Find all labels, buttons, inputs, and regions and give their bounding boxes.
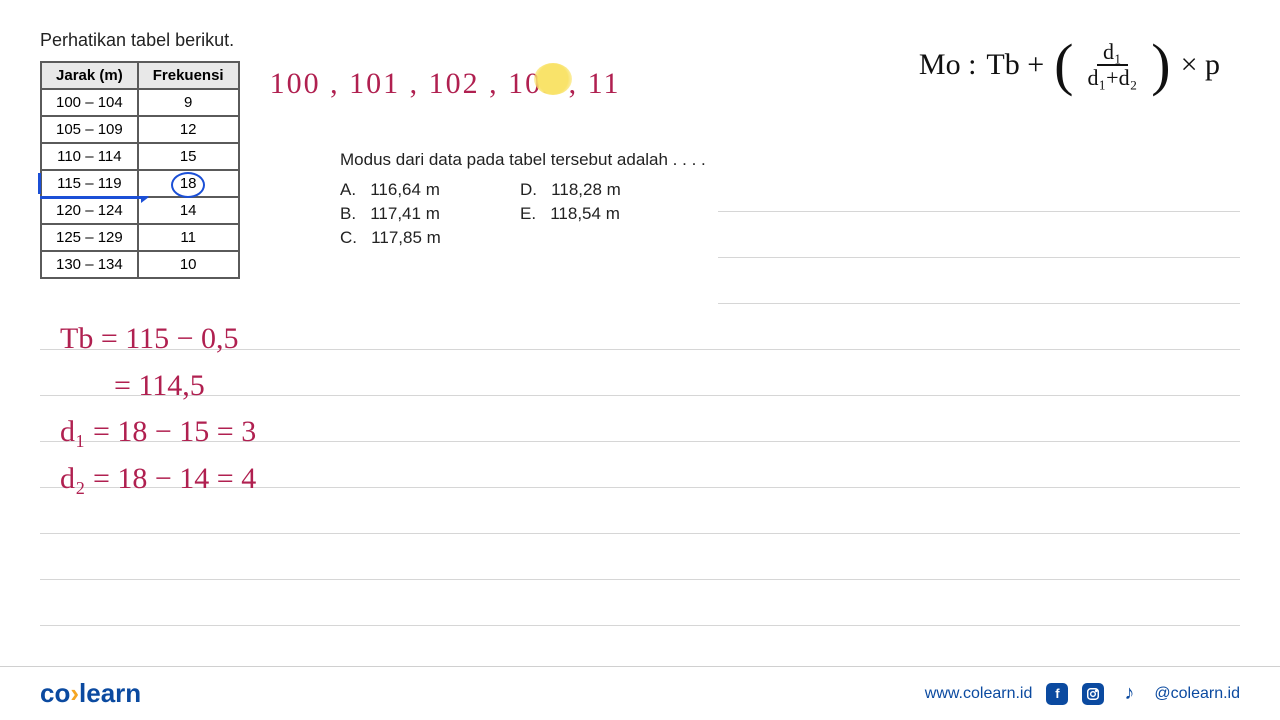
cell: 10 bbox=[138, 251, 239, 278]
instagram-icon bbox=[1082, 683, 1104, 705]
facebook-icon: f bbox=[1046, 683, 1068, 705]
paren-close-icon: ) bbox=[1151, 42, 1170, 88]
footer-handle: @colearn.id bbox=[1154, 685, 1240, 703]
table-row-highlighted: 115 – 119 18 bbox=[41, 170, 239, 197]
cell: 18 bbox=[138, 170, 239, 197]
ruled-line bbox=[718, 212, 1240, 258]
ruled-line bbox=[40, 534, 1240, 580]
mode-formula: Mo : Tb + ( d₁ d₁+d₂ ) × p bbox=[919, 40, 1220, 90]
question-block: Modus dari data pada tabel tersebut adal… bbox=[340, 150, 706, 248]
table-header-jarak: Jarak (m) bbox=[41, 62, 138, 89]
ruled-lines-right bbox=[718, 166, 1240, 304]
table-row: 100 – 104 9 bbox=[41, 89, 239, 116]
option-d: D. 118,28 m bbox=[520, 180, 700, 200]
tiktok-icon: ♪ bbox=[1118, 683, 1140, 705]
option-a: A. 116,64 m bbox=[340, 180, 520, 200]
option-c: C. 117,85 m bbox=[340, 228, 520, 248]
table-row: 105 – 109 12 bbox=[41, 116, 239, 143]
cell: 115 – 119 bbox=[41, 170, 138, 197]
cell: 130 – 134 bbox=[41, 251, 138, 278]
work-line-3: d₁ = 18 − 15 = 3 bbox=[60, 409, 256, 456]
cell: 125 – 129 bbox=[41, 224, 138, 251]
row-left-bar-icon bbox=[38, 173, 41, 194]
colearn-logo: co›learn bbox=[40, 678, 141, 709]
ruled-line bbox=[40, 580, 1240, 626]
row-underline-icon bbox=[40, 196, 143, 199]
table-header-frekuensi: Frekuensi bbox=[138, 62, 239, 89]
option-b-text: 117,41 m bbox=[370, 204, 440, 223]
ruled-line bbox=[718, 258, 1240, 304]
cell: 9 bbox=[138, 89, 239, 116]
cell: 105 – 109 bbox=[41, 116, 138, 143]
footer-url: www.colearn.id bbox=[925, 685, 1033, 703]
formula-numerator: d₁ bbox=[1097, 40, 1128, 66]
paren-open-icon: ( bbox=[1054, 42, 1073, 88]
cell: 120 – 124 bbox=[41, 197, 138, 224]
option-a-text: 116,64 m bbox=[370, 180, 440, 199]
cell: 15 bbox=[138, 143, 239, 170]
cell: 110 – 114 bbox=[41, 143, 138, 170]
logo-dot-icon: › bbox=[70, 678, 79, 708]
table-row: 130 – 134 10 bbox=[41, 251, 239, 278]
option-b: B. 117,41 m bbox=[340, 204, 520, 224]
work-line-2: = 114,5 bbox=[60, 363, 256, 410]
cell: 14 bbox=[138, 197, 239, 224]
formula-tb: Tb + bbox=[986, 48, 1044, 82]
logo-learn: learn bbox=[79, 678, 141, 708]
work-line-4: d₂ = 18 − 14 = 4 bbox=[60, 456, 256, 503]
formula-denominator: d₁+d₂ bbox=[1084, 66, 1142, 90]
formula-lhs: Mo : bbox=[919, 48, 977, 82]
handwritten-working: Tb = 115 − 0,5 = 114,5 d₁ = 18 − 15 = 3 … bbox=[60, 316, 256, 502]
formula-fraction: d₁ d₁+d₂ bbox=[1084, 40, 1142, 90]
handwritten-sequence: 100 , 101 , 102 , 103 , 11 bbox=[270, 67, 621, 101]
ruled-line bbox=[718, 166, 1240, 212]
option-e-text: 118,54 m bbox=[550, 204, 620, 223]
question-text: Modus dari data pada tabel tersebut adal… bbox=[340, 150, 706, 170]
option-c-text: 117,85 m bbox=[371, 228, 441, 247]
work-line-1: Tb = 115 − 0,5 bbox=[60, 316, 256, 363]
cell-text: 115 – 119 bbox=[57, 175, 122, 192]
circle-mark-icon bbox=[171, 172, 205, 198]
cell: 100 – 104 bbox=[41, 89, 138, 116]
option-e: E. 118,54 m bbox=[520, 204, 700, 224]
frequency-table: Jarak (m) Frekuensi 100 – 104 9 105 – 10… bbox=[40, 61, 240, 279]
cell: 12 bbox=[138, 116, 239, 143]
footer: co›learn www.colearn.id f ♪ @colearn.id bbox=[0, 666, 1280, 720]
table-row: 110 – 114 15 bbox=[41, 143, 239, 170]
table-row: 125 – 129 11 bbox=[41, 224, 239, 251]
cell: 11 bbox=[138, 224, 239, 251]
option-d-text: 118,28 m bbox=[551, 180, 621, 199]
highlight-dot-icon bbox=[534, 63, 572, 95]
footer-right: www.colearn.id f ♪ @colearn.id bbox=[925, 683, 1240, 705]
formula-tail: × p bbox=[1181, 48, 1220, 82]
answer-options: A. 116,64 m D. 118,28 m B. 117,41 m E. 1… bbox=[340, 180, 706, 248]
logo-co: co bbox=[40, 678, 70, 708]
